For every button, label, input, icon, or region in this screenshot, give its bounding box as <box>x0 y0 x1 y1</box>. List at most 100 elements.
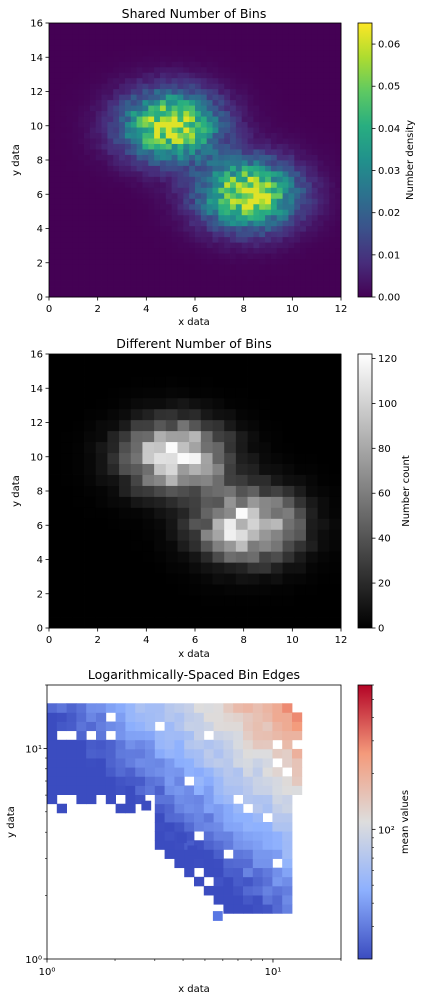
chart-1-cell <box>119 286 126 292</box>
chart-1-cell <box>189 280 196 287</box>
chart-1-cell <box>95 253 102 260</box>
chart-2-cell <box>259 584 272 596</box>
chart-1-cell <box>60 83 67 90</box>
chart-1-cell <box>195 72 202 79</box>
chart-1-cell <box>119 291 126 298</box>
chart-1-cell <box>84 143 91 150</box>
chart-1-cell <box>288 23 295 29</box>
chart-1-cell <box>66 165 73 172</box>
chart-1-cell <box>95 214 102 221</box>
chart-1-cell <box>300 280 307 287</box>
chart-1-cell <box>142 138 149 144</box>
chart-2-cell <box>317 507 330 519</box>
chart-3-cell <box>243 794 254 805</box>
chart-2-cell <box>329 386 342 399</box>
chart-2-cell <box>49 452 62 464</box>
chart-1-cell <box>288 66 295 73</box>
chart-2-cell <box>329 562 342 574</box>
chart-3-cell <box>223 758 234 768</box>
chart-1-cell <box>130 214 137 221</box>
chart-1-cell <box>136 127 143 133</box>
chart-1-cell <box>72 280 79 287</box>
chart-1-cell <box>89 187 97 194</box>
chart-1-cell <box>247 192 254 199</box>
chart-1-cell <box>119 44 126 51</box>
chart-1-cell <box>276 28 283 35</box>
chart-1-cell <box>270 253 278 260</box>
chart-1-cell <box>241 132 248 139</box>
chart-1-cell <box>130 253 137 260</box>
chart-1-cell <box>136 170 143 177</box>
chart-1-cell <box>148 275 155 281</box>
chart-1-cell <box>218 23 225 29</box>
chart-2-cell <box>60 551 73 563</box>
chart-1-cell <box>195 192 202 199</box>
chart-1-cell <box>124 160 132 166</box>
chart-1-cell <box>89 33 97 40</box>
chart-1-cell <box>84 236 91 243</box>
chart-1-cell <box>177 291 184 298</box>
chart-1-cell <box>335 160 342 166</box>
chart-1-cell <box>72 198 79 205</box>
chart-1-cell <box>54 55 62 62</box>
chart-3-cell <box>66 785 77 795</box>
chart-1-cell <box>235 28 243 35</box>
chart-1-cell <box>253 33 260 40</box>
chart-2-cell <box>259 397 272 410</box>
chart-1-cell <box>89 231 97 238</box>
chart-2-cell <box>177 485 190 497</box>
chart-2-cell <box>177 518 190 530</box>
chart-1-cell <box>294 225 301 232</box>
chart-1-cell <box>305 253 313 260</box>
chart-1-cell <box>259 50 266 57</box>
chart-3-colorbar: 10² mean values <box>357 684 411 960</box>
chart-1-cell <box>288 94 295 101</box>
chart-3-cell <box>233 867 244 878</box>
chart-2-cell <box>84 364 97 377</box>
chart-2-cell <box>60 562 73 574</box>
chart-1-colorbar-tick-label: 0.06 <box>378 40 400 51</box>
chart-3-cell <box>164 812 175 823</box>
chart-2-cell <box>165 551 178 563</box>
chart-1-cell <box>206 88 213 95</box>
chart-1-cell <box>165 275 173 281</box>
chart-1-cell <box>66 170 73 177</box>
chart-1-cell <box>113 50 120 57</box>
chart-3-cell <box>252 721 263 732</box>
chart-1-cell <box>165 198 173 205</box>
chart-1-cell <box>84 247 91 254</box>
chart-3-cell <box>76 776 87 786</box>
chart-1-cell <box>259 44 266 51</box>
chart-1-cell <box>305 231 313 238</box>
chart-1-cell <box>148 170 155 177</box>
chart-1-cell <box>270 72 278 79</box>
chart-1-cell <box>212 88 219 95</box>
chart-2-cell <box>177 430 190 443</box>
chart-1-cell <box>130 66 137 73</box>
chart-2-cell <box>189 584 202 596</box>
chart-1-cell <box>282 231 289 238</box>
chart-1-cell <box>177 176 184 183</box>
chart-2-cell <box>212 573 225 585</box>
chart-1-cell <box>300 44 307 51</box>
chart-1-cell <box>60 50 67 57</box>
chart-1-cell <box>294 247 301 254</box>
chart-1-cell <box>154 192 161 199</box>
chart-1-cell <box>165 231 173 238</box>
chart-1-cell <box>276 225 283 232</box>
chart-3-cell <box>125 703 136 713</box>
chart-2-cell <box>95 562 108 574</box>
chart-1-cell <box>317 110 324 117</box>
chart-2-cell <box>282 474 295 486</box>
chart-3-cell <box>292 758 303 768</box>
chart-1-cell <box>171 160 178 166</box>
chart-3-cell <box>194 721 205 732</box>
chart-1-cell <box>78 286 85 292</box>
chart-3-cell <box>203 822 214 832</box>
chart-2-cell <box>259 386 272 399</box>
chart-1-cell <box>136 247 143 254</box>
chart-1-cell <box>107 176 114 183</box>
chart-1-cell <box>154 44 161 51</box>
chart-3-cell <box>184 785 195 795</box>
chart-3-cell <box>252 867 263 878</box>
